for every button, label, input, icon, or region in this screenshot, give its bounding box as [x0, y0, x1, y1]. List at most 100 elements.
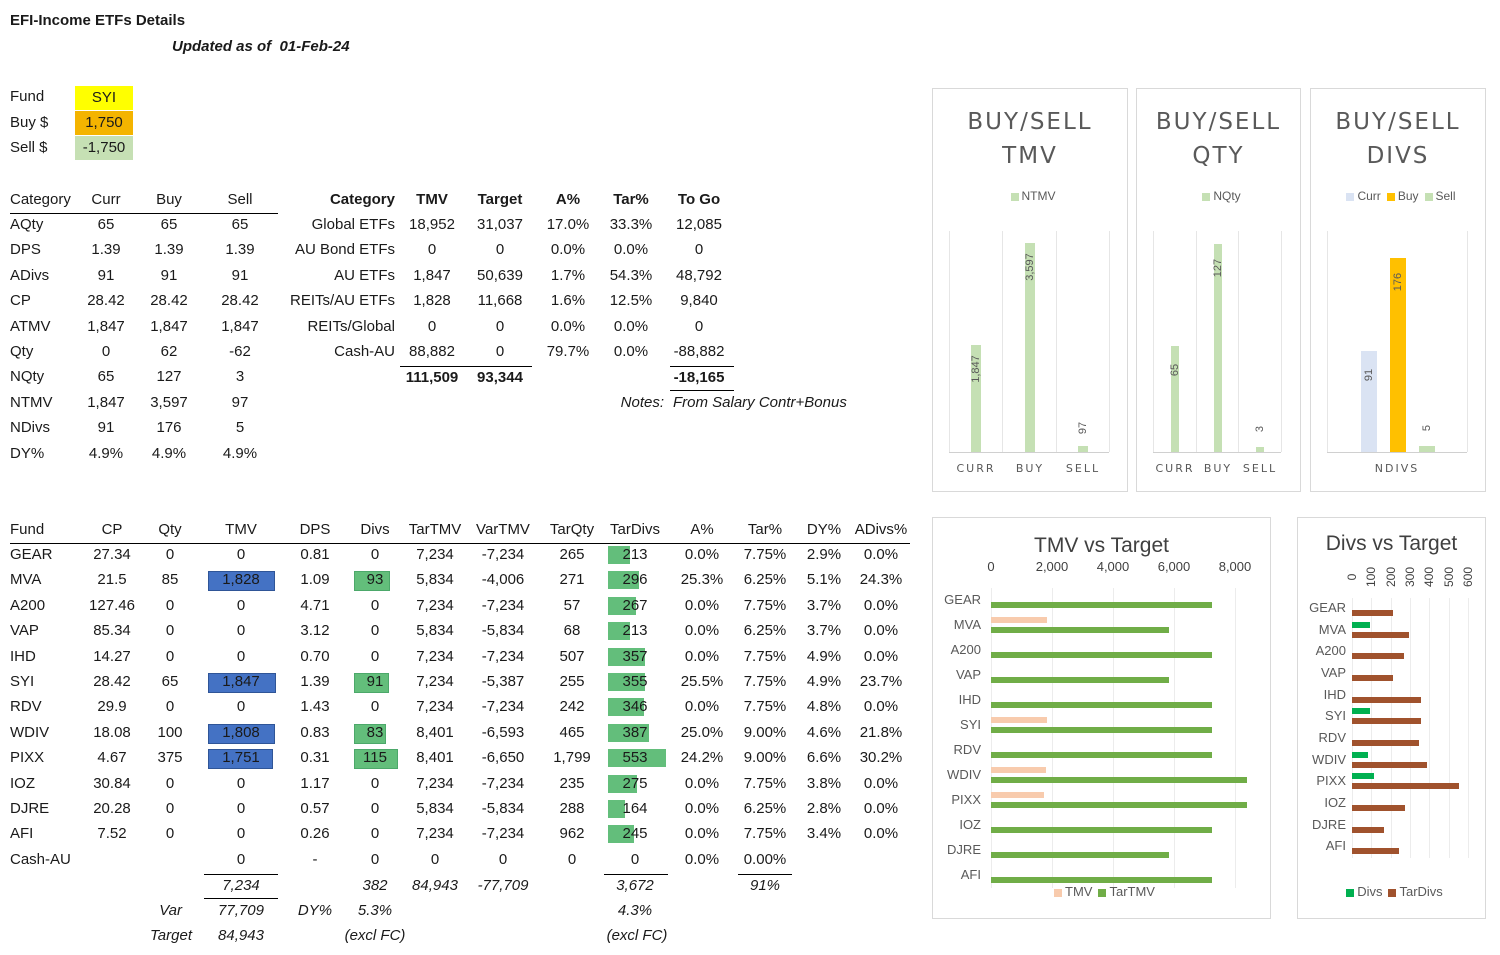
metrics-cell: 1,847: [87, 393, 125, 411]
legend-swatch: [1388, 888, 1397, 897]
buy-amount-input[interactable]: 1,750: [75, 111, 133, 135]
sell-label: Sell $: [10, 139, 48, 156]
funds-total-divs: 382: [362, 877, 388, 895]
category-label: SELL: [1065, 462, 1101, 475]
chart-bar: [1352, 631, 1410, 638]
category-label: SELL: [1242, 462, 1278, 475]
funds-cell: 6.25%: [743, 571, 787, 589]
category-label: DJRE: [947, 841, 981, 857]
funds-cell: 93: [366, 571, 384, 589]
metrics-row-label: Qty: [10, 343, 34, 360]
category-cell: 0.0%: [613, 241, 649, 259]
tardivs-data-bar: [608, 622, 631, 641]
category-row-label: Cash-AU: [334, 343, 395, 360]
metrics-row-label: ADivs: [10, 266, 50, 284]
axis-tick-label: 6,000: [1157, 559, 1191, 574]
category-header-1: TMV: [416, 191, 448, 208]
category-cell: 79.7%: [546, 343, 590, 360]
funds-row-label: RDV: [10, 698, 42, 716]
sell-amount-input[interactable]: -1,750: [75, 136, 133, 160]
funds-cell: 0.83: [300, 723, 330, 741]
funds-cell: 18.08: [93, 723, 131, 741]
funds-cell: 0: [236, 825, 246, 843]
funds-cell: 3.7%: [806, 596, 842, 614]
gridline: [1113, 588, 1114, 888]
chart-title-line1: BUY/SELL: [1155, 109, 1282, 135]
category-cell: -88,882: [673, 343, 725, 360]
metrics-cell: 65: [160, 216, 178, 233]
funds-cell: -: [312, 850, 318, 868]
category-label: VAP: [1320, 664, 1346, 680]
funds-row-label: GEAR: [10, 546, 53, 563]
funds-cell: 242: [559, 698, 585, 716]
funds-cell: 0.0%: [863, 596, 899, 614]
metrics-cell: 65: [97, 216, 115, 233]
funds-cell: 1,808: [222, 723, 260, 741]
category-cell: 31,037: [477, 216, 523, 233]
chart-bar: [1352, 609, 1394, 616]
legend-label: TarDivs: [1399, 884, 1443, 899]
data-label: 97: [1077, 422, 1089, 435]
funds-cell: 0: [236, 698, 246, 716]
category-row-label: AU Bond ETFs: [294, 241, 395, 259]
gridline: [1467, 231, 1468, 452]
metrics-cell: 4.9%: [88, 444, 124, 462]
category-label: WDIV: [947, 766, 981, 782]
funds-cell: 7,234: [416, 673, 454, 690]
chart-bar: [1352, 761, 1427, 768]
axis-tick-label: 300: [1403, 566, 1417, 588]
tardivs-data-bar: [608, 774, 637, 793]
funds-row-label: WDIV: [10, 723, 50, 741]
funds-cell: 21.8%: [859, 723, 903, 741]
category-cell: 0: [427, 317, 437, 335]
funds-cell: 6.25%: [743, 622, 787, 640]
fund-select[interactable]: SYI: [75, 86, 133, 110]
var-label: Var: [159, 902, 182, 920]
metrics-cell: 1,847: [87, 317, 125, 335]
tardivs-data-bar: [608, 571, 640, 590]
funds-cell: 0: [370, 825, 380, 843]
funds-cell: 0.0%: [684, 647, 720, 665]
funds-cell: -7,234: [481, 825, 525, 843]
funds-cell: 5,834: [416, 622, 454, 640]
legend-label: Divs: [1357, 884, 1383, 899]
excl-fc-note: (excl FC): [344, 927, 406, 945]
metrics-row-label: NTMV: [10, 393, 53, 411]
tardivs-total-rule: [604, 874, 668, 876]
chart-buysell-divs: BUY/SELL DIVS Curr Buy Sell 91 176 5 NDIVS: [1310, 88, 1486, 492]
chart-bar: [991, 601, 1212, 608]
category-togo-rule2: [670, 390, 734, 392]
funds-cell: 25.5%: [680, 673, 724, 690]
gridline: [1468, 598, 1469, 858]
category-cell: 0.0%: [613, 317, 649, 335]
funds-cell: 25.3%: [680, 571, 724, 589]
metrics-cell: 4.9%: [222, 444, 258, 462]
x-axis: [1153, 452, 1281, 453]
funds-cell: 375: [157, 749, 183, 767]
gridline: [1153, 231, 1154, 452]
funds-cell: -6,593: [481, 723, 525, 741]
funds-cell: 85.34: [93, 622, 131, 640]
funds-header-1: CP: [101, 521, 123, 538]
x-axis: [949, 452, 1109, 453]
funds-cell: 213: [622, 546, 648, 563]
metrics-cell: 91: [160, 266, 178, 284]
excl-fc-note: (excl FC): [606, 927, 668, 945]
metrics-row-label: NQty: [10, 368, 45, 386]
tardivs-data-bar: [608, 596, 636, 615]
category-label: RDV: [953, 741, 981, 757]
funds-cell: 21.5: [97, 571, 127, 589]
category-label: BUY: [1203, 462, 1233, 475]
category-cell: 0: [495, 343, 505, 360]
chart-bar: [1352, 621, 1370, 628]
category-cell: 9,840: [680, 292, 718, 310]
dy-label: DY%: [297, 902, 333, 920]
metrics-cell: 91: [231, 266, 249, 284]
chart-title-line1: BUY/SELL: [967, 109, 1093, 135]
category-label: IHD: [1323, 686, 1346, 702]
legend-label: Curr: [1357, 189, 1381, 203]
funds-cell: 0.0%: [684, 596, 720, 614]
funds-cell: 3.8%: [806, 774, 842, 792]
tmv-total-rule2: [204, 898, 278, 900]
metrics-header-1: Curr: [91, 191, 121, 208]
